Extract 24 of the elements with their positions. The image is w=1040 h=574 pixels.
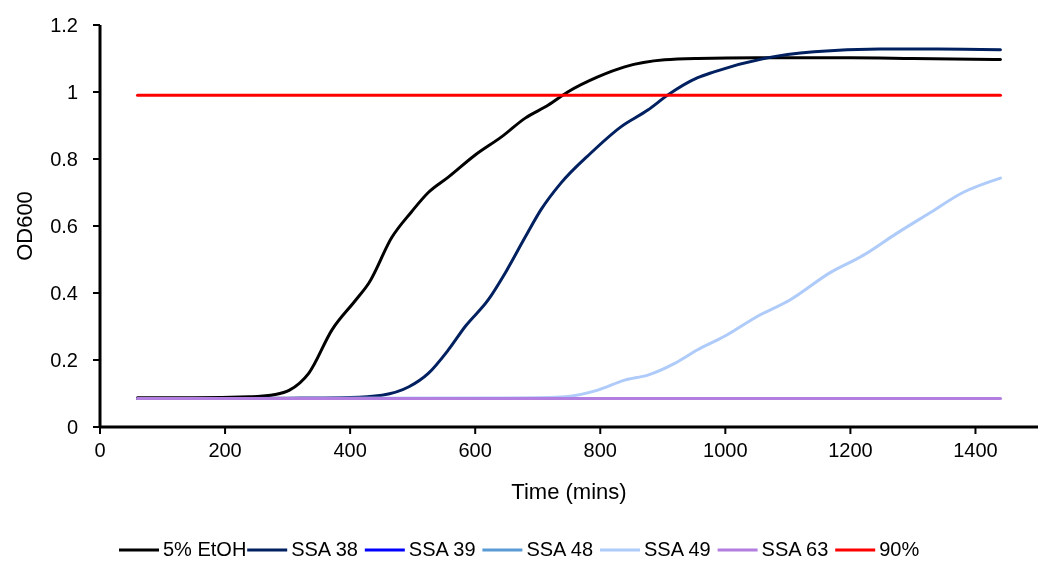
legend-label: SSA 63 bbox=[761, 538, 829, 560]
x-tick-label: 0 bbox=[94, 439, 106, 461]
x-tick-label: 600 bbox=[458, 439, 492, 461]
x-tick-label: 1000 bbox=[703, 439, 748, 461]
x-tick-label: 800 bbox=[583, 439, 617, 461]
y-tick-label: 0 bbox=[66, 416, 78, 438]
x-tick-label: 200 bbox=[208, 439, 242, 461]
y-tick-label: 0.2 bbox=[50, 349, 78, 371]
x-tick-label: 1200 bbox=[828, 439, 873, 461]
y-tick-label: 0.6 bbox=[50, 215, 78, 237]
y-tick-label: 0.4 bbox=[50, 282, 78, 304]
legend-label: 5% EtOH bbox=[163, 538, 247, 560]
x-axis-title: Time (mins) bbox=[511, 479, 627, 504]
y-tick-label: 1 bbox=[66, 81, 78, 103]
legend-label: SSA 48 bbox=[526, 538, 594, 560]
x-tick-label: 1400 bbox=[953, 439, 998, 461]
legend-label: SSA 38 bbox=[291, 538, 358, 560]
legend-label: 90% bbox=[879, 538, 920, 560]
x-tick-label: 400 bbox=[333, 439, 367, 461]
y-tick-label: 1.2 bbox=[50, 14, 78, 36]
y-tick-label: 0.8 bbox=[50, 148, 78, 170]
y-axis-title: OD600 bbox=[12, 191, 37, 261]
legend-label: SSA 39 bbox=[408, 538, 476, 560]
legend-label: SSA 49 bbox=[644, 538, 711, 560]
